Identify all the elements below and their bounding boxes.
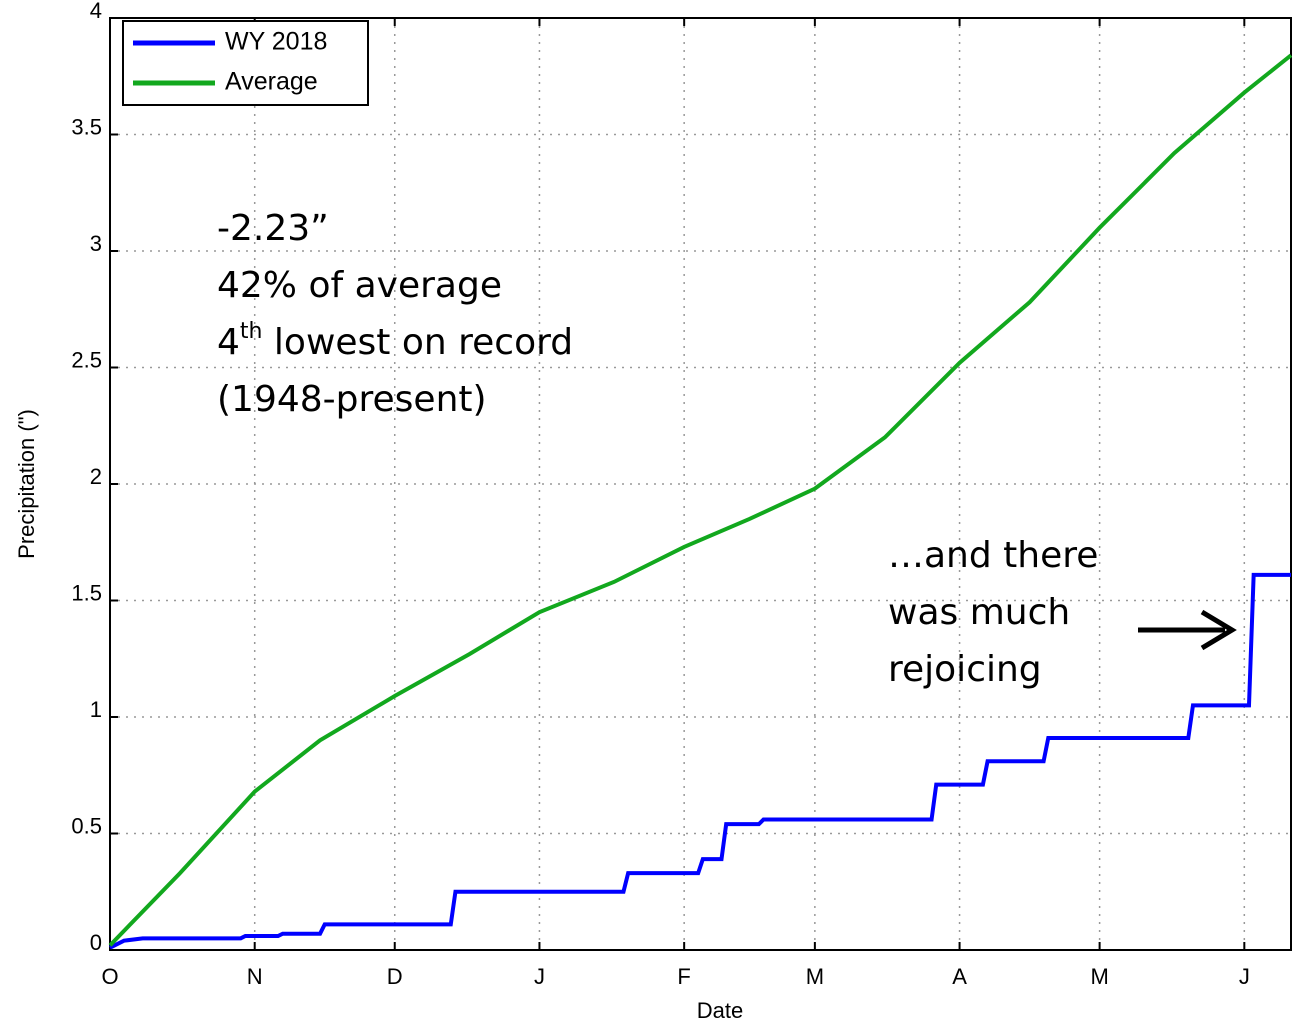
x-tick-label: N [247, 964, 263, 989]
y-tick-label: 3 [90, 231, 102, 256]
annotation-sup: th [240, 319, 263, 344]
annotation: …and there [888, 535, 1098, 576]
plot-frame [109, 17, 1292, 951]
legend-label: Average [225, 68, 318, 96]
annotation: 42% of average [217, 265, 502, 306]
x-tick-label: J [534, 964, 545, 989]
x-tick-label: D [387, 964, 403, 989]
data-line [108, 53, 1292, 947]
y-tick-label: 1.5 [71, 580, 102, 605]
x-tick-label: M [1090, 964, 1108, 989]
legend-box [122, 20, 369, 106]
annotation: was much [888, 592, 1070, 633]
y-tick-label: 1 [90, 697, 102, 722]
annotation: rejoicing [888, 649, 1042, 690]
y-tick-label: 2 [90, 464, 102, 489]
x-axis-label: Date [697, 998, 743, 1023]
annotation: 4th lowest on record [217, 319, 573, 363]
y-tick-label: 3.5 [71, 114, 102, 139]
x-tick-label: M [806, 964, 824, 989]
y-tick-label: 4 [90, 0, 102, 23]
legend-label: WY 2018 [225, 28, 327, 56]
annotation: -2.23” [217, 208, 329, 249]
annotation-part: lowest on record [262, 322, 573, 363]
y-tick-label: 0 [90, 930, 102, 955]
x-tick-label: F [677, 964, 690, 989]
y-axis-label: Precipitation (") [14, 409, 39, 559]
annotation-part: 4 [217, 322, 240, 363]
x-tick-label: O [101, 964, 118, 989]
y-tick-label: 0.5 [71, 813, 102, 838]
x-tick-label: J [1239, 964, 1250, 989]
arrow [1138, 609, 1237, 651]
annotation: (1948-present) [217, 379, 487, 420]
y-tick-label: 2.5 [71, 347, 102, 372]
x-tick-label: A [952, 964, 967, 989]
data-line [109, 572, 1291, 950]
